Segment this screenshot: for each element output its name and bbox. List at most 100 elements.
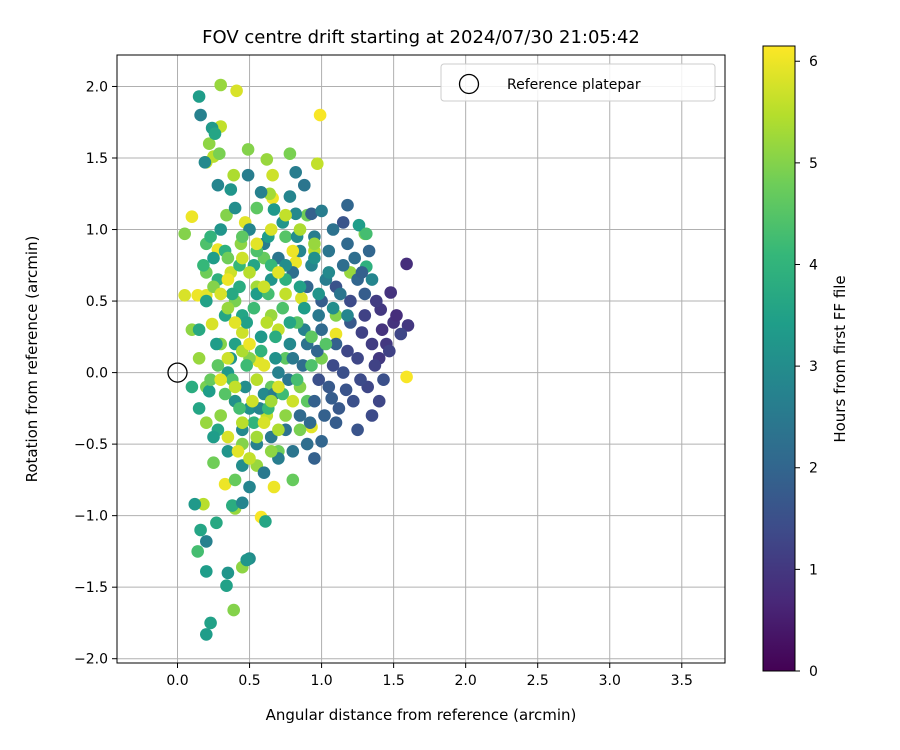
colorbar [762,45,796,672]
data-point [311,344,324,358]
data-point [293,280,307,294]
data-point [214,223,227,236]
data-point [178,227,191,241]
data-point [192,323,206,337]
data-point [200,416,213,430]
data-point [311,157,324,170]
data-point [221,430,235,444]
legend: Reference platepar [440,63,716,102]
data-point [336,259,350,272]
data-point [326,359,340,372]
data-point [218,387,232,401]
data-point [227,603,240,617]
data-point [312,373,326,387]
data-point [283,316,297,329]
data-point [368,359,382,372]
data-point [241,168,255,182]
data-point [295,291,308,305]
data-point [185,380,199,394]
y-tick-label: 0.0 [86,366,108,382]
x-tick-label: 0.5 [238,673,260,689]
data-point [322,244,336,258]
data-point [365,337,379,351]
data-point [276,301,290,315]
data-point [214,373,227,387]
data-point [198,156,212,169]
data-point [264,223,278,236]
x-tick-label: 3.0 [599,673,621,689]
data-point [322,266,336,279]
data-point [312,287,326,301]
data-point [254,330,268,344]
grid-lines [117,55,725,663]
data-points [167,78,415,641]
data-point [315,435,328,448]
data-point [283,147,297,160]
data-point [313,108,327,122]
data-point [257,416,271,430]
data-point [218,477,232,491]
data-point [204,230,217,243]
data-point [334,287,347,301]
data-point [194,523,207,537]
data-point [308,237,321,251]
data-point [192,352,206,365]
data-point [351,423,364,437]
data-point [246,394,259,408]
colorbar-label: Hours from first FF file [831,275,849,442]
data-point [329,337,343,351]
data-point [211,359,225,372]
data-point [298,178,311,192]
data-point [200,294,213,308]
data-point [214,409,227,422]
data-point [221,301,235,315]
data-point [221,566,235,580]
data-point [315,323,328,337]
data-point [207,430,220,444]
x-tick-label: 2.5 [527,673,549,689]
data-point [221,273,235,286]
data-point [298,301,311,315]
data-point [283,337,297,351]
data-point [257,280,271,294]
data-point [341,309,354,322]
data-point [336,216,350,229]
data-point [247,416,261,430]
data-point [286,445,300,458]
y-tick-label: 2.0 [86,79,108,95]
data-point [269,352,282,365]
data-point [305,359,318,372]
data-point [243,480,256,494]
data-point [226,499,239,512]
data-point [272,423,285,437]
data-point [224,183,238,196]
data-point [227,168,240,182]
data-point [185,210,199,223]
data-point [272,380,285,394]
data-point [279,208,292,222]
data-point [264,394,278,408]
data-point [208,127,222,140]
data-point [228,473,242,487]
data-point [257,359,271,372]
data-point [400,370,413,384]
data-point [250,373,264,387]
data-point [243,452,256,465]
data-point [221,445,235,458]
data-point [211,178,225,192]
colorbar-tick-label: 1 [809,562,818,578]
data-point [355,266,369,279]
data-point [344,294,357,308]
data-point [210,337,223,351]
data-point [266,168,279,182]
x-axis-ticks: 0.0 0.5 1.0 1.5 2.0 2.5 3.0 3.5 [166,663,693,689]
y-tick-label: −0.5 [74,437,108,453]
colorbar-tick-label: 2 [809,461,818,477]
data-point [289,256,303,269]
data-point [312,309,326,322]
data-point [362,244,376,258]
data-point [231,445,245,458]
y-tick-label: −2.0 [74,652,108,668]
data-point [204,616,217,630]
data-point [272,266,285,279]
